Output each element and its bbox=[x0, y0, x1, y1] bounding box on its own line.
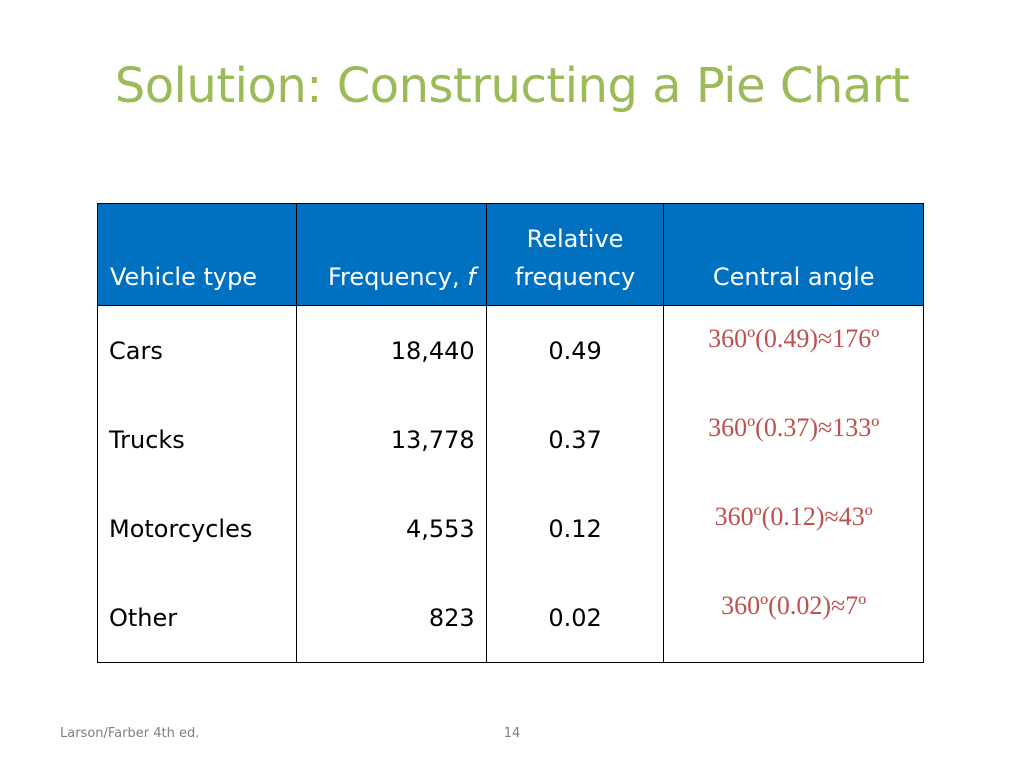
footer-source: Larson/Farber 4th ed. bbox=[60, 726, 200, 741]
cell-frequency: 13,778 bbox=[295, 395, 487, 484]
header-frequency-label: Frequency, bbox=[327, 263, 460, 291]
cell-frequency: 4,553 bbox=[295, 484, 487, 573]
cell-vehicle: Other bbox=[97, 573, 297, 663]
frequency-table: Vehicle type Frequency, f Relative freque… bbox=[97, 203, 924, 663]
header-relative-line1: Relative bbox=[526, 225, 624, 253]
cell-frequency: 18,440 bbox=[295, 305, 487, 395]
cell-relative-frequency: 0.49 bbox=[485, 305, 665, 395]
cell-vehicle: Motorcycles bbox=[97, 484, 297, 573]
table-row: Motorcycles 4,553 0.12 360º(0.12)≈43º bbox=[97, 484, 924, 573]
header-vehicle-type: Vehicle type bbox=[97, 203, 297, 306]
page-number: 14 bbox=[503, 726, 521, 741]
cell-vehicle: Trucks bbox=[97, 395, 297, 484]
table-header-row: Vehicle type Frequency, f Relative freque… bbox=[97, 203, 924, 306]
cell-frequency: 823 bbox=[295, 573, 487, 663]
table-row: Other 823 0.02 360º(0.02)≈7º bbox=[97, 573, 924, 663]
header-relative-line2: frequency bbox=[514, 263, 636, 291]
header-relative-frequency: Relative frequency bbox=[485, 203, 665, 306]
cell-vehicle: Cars bbox=[97, 305, 297, 395]
cell-relative-frequency: 0.02 bbox=[485, 573, 665, 663]
cell-central-angle: 360º(0.12)≈43º bbox=[663, 484, 924, 573]
header-central-angle: Central angle bbox=[663, 203, 924, 306]
table-row: Cars 18,440 0.49 360º(0.49)≈176º bbox=[97, 305, 924, 395]
header-frequency: Frequency, f bbox=[295, 203, 487, 306]
slide-title: Solution: Constructing a Pie Chart bbox=[114, 58, 910, 114]
cell-central-angle: 360º(0.37)≈133º bbox=[663, 395, 924, 484]
cell-relative-frequency: 0.12 bbox=[485, 484, 665, 573]
cell-central-angle: 360º(0.49)≈176º bbox=[663, 305, 924, 395]
cell-relative-frequency: 0.37 bbox=[485, 395, 665, 484]
cell-central-angle: 360º(0.02)≈7º bbox=[663, 573, 924, 663]
table-row: Trucks 13,778 0.37 360º(0.37)≈133º bbox=[97, 395, 924, 484]
header-frequency-symbol: f bbox=[467, 263, 476, 291]
